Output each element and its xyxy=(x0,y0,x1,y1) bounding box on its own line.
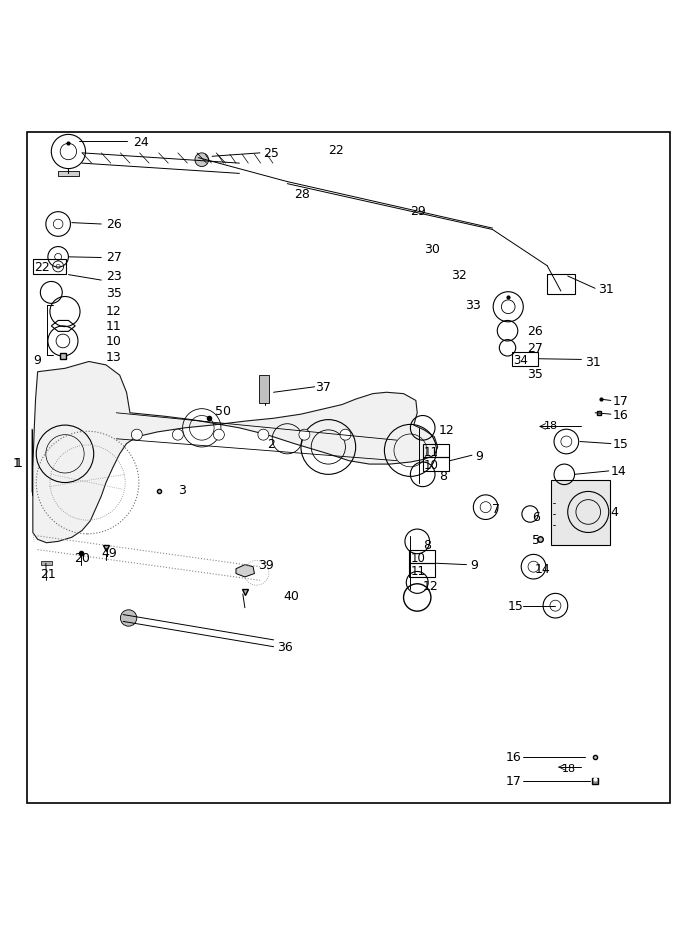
Text: 10: 10 xyxy=(424,459,439,472)
Circle shape xyxy=(131,430,142,441)
Text: 8: 8 xyxy=(439,470,447,483)
Text: 39: 39 xyxy=(259,559,274,572)
Text: 25: 25 xyxy=(263,147,279,160)
Text: 36: 36 xyxy=(277,640,293,653)
Circle shape xyxy=(340,430,351,441)
Circle shape xyxy=(299,430,310,441)
Circle shape xyxy=(213,430,224,441)
Text: 3: 3 xyxy=(178,483,186,496)
Text: 17: 17 xyxy=(505,774,521,787)
Text: 31: 31 xyxy=(585,356,601,369)
Text: 9: 9 xyxy=(471,559,479,572)
Text: 15: 15 xyxy=(508,600,523,612)
Text: 10: 10 xyxy=(106,335,122,348)
Text: 30: 30 xyxy=(424,242,440,256)
Text: 16: 16 xyxy=(505,751,521,764)
Circle shape xyxy=(195,154,209,168)
Text: 14: 14 xyxy=(535,562,551,575)
Text: 13: 13 xyxy=(106,351,122,364)
Text: 17: 17 xyxy=(612,395,628,407)
Text: 27: 27 xyxy=(106,251,122,264)
Text: 12: 12 xyxy=(106,304,122,317)
Polygon shape xyxy=(236,565,254,578)
Text: 5: 5 xyxy=(532,534,540,547)
Text: 9: 9 xyxy=(33,354,41,367)
Text: 22: 22 xyxy=(34,260,50,273)
Circle shape xyxy=(258,430,269,441)
Bar xyxy=(41,561,52,565)
Text: 15: 15 xyxy=(612,438,628,450)
Text: 28: 28 xyxy=(294,188,310,201)
Text: 8: 8 xyxy=(423,538,431,551)
FancyBboxPatch shape xyxy=(551,480,610,546)
Text: 26: 26 xyxy=(106,218,122,231)
Circle shape xyxy=(120,610,137,626)
Text: 21: 21 xyxy=(40,567,55,580)
Text: 50: 50 xyxy=(215,404,231,417)
Text: 22: 22 xyxy=(328,144,344,156)
Text: 31: 31 xyxy=(598,283,614,296)
Text: 32: 32 xyxy=(451,269,467,282)
Text: 4: 4 xyxy=(611,506,619,519)
Text: 29: 29 xyxy=(410,205,426,218)
Bar xyxy=(547,274,575,295)
Text: 27: 27 xyxy=(527,342,542,355)
Text: 18: 18 xyxy=(544,420,558,431)
Text: 12: 12 xyxy=(423,579,438,592)
Text: 23: 23 xyxy=(106,271,122,284)
Text: 11: 11 xyxy=(410,564,425,578)
Bar xyxy=(58,171,79,177)
Text: 6: 6 xyxy=(532,511,540,523)
Text: 18: 18 xyxy=(562,764,577,774)
Text: 20: 20 xyxy=(74,551,90,564)
Text: 33: 33 xyxy=(465,299,481,312)
Text: 7: 7 xyxy=(492,503,501,516)
Text: 1: 1 xyxy=(14,456,23,469)
Polygon shape xyxy=(33,362,438,543)
Text: 9: 9 xyxy=(475,449,484,462)
Text: 35: 35 xyxy=(527,367,542,380)
Text: 49: 49 xyxy=(101,547,117,560)
Text: 11: 11 xyxy=(424,446,439,458)
Text: 34: 34 xyxy=(513,354,528,367)
Text: 10: 10 xyxy=(410,551,425,564)
Text: 12: 12 xyxy=(439,424,455,437)
Text: 16: 16 xyxy=(612,408,628,421)
Bar xyxy=(259,375,269,403)
Text: 14: 14 xyxy=(611,465,627,478)
Circle shape xyxy=(172,430,183,441)
Text: 35: 35 xyxy=(106,286,122,300)
Text: 11: 11 xyxy=(106,320,122,333)
Text: 1: 1 xyxy=(13,456,21,469)
Text: 24: 24 xyxy=(133,136,149,149)
Text: 40: 40 xyxy=(284,590,300,602)
Text: 2: 2 xyxy=(267,438,275,450)
Text: 26: 26 xyxy=(527,325,542,338)
Text: 37: 37 xyxy=(315,381,330,394)
